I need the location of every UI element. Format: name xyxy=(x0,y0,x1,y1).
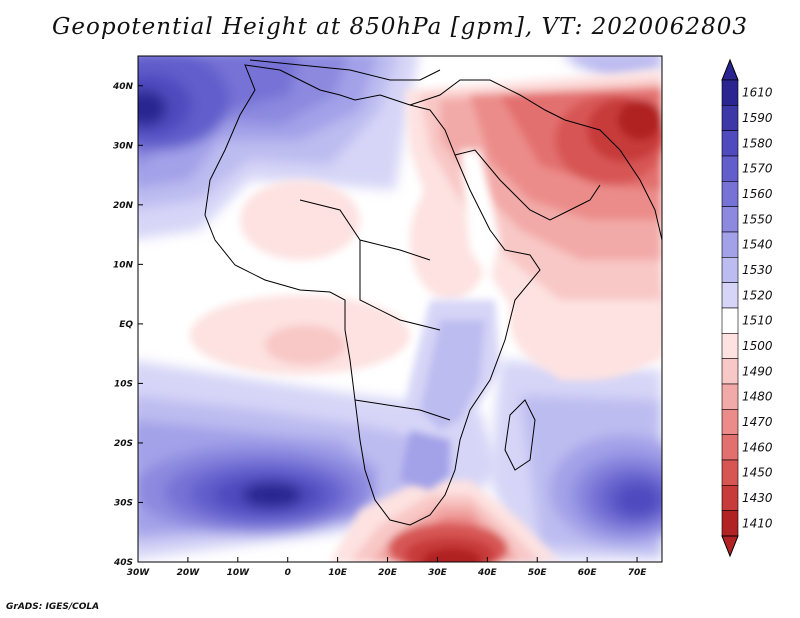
colorbar-label: 1510 xyxy=(742,314,773,328)
colorbar: 1610 1590 1580 1570 1560 1550 1540 1530 1520 1510… xyxy=(721,58,773,558)
y-tick-label: 20N xyxy=(113,201,134,211)
colorbar-label: 1560 xyxy=(742,187,773,201)
low-south-africa-cape xyxy=(330,480,560,562)
colorbar-label: 1590 xyxy=(742,111,773,125)
x-tick-label: 70E xyxy=(628,568,648,578)
colorbar-swatch xyxy=(721,79,739,106)
colorbar-swatch xyxy=(721,434,739,461)
colorbar-swatch xyxy=(721,358,739,385)
x-tick-label: 10E xyxy=(328,568,348,578)
x-tick-label: 20E xyxy=(378,568,398,578)
colorbar-label: 1410 xyxy=(742,516,773,530)
x-tick-label: 30W xyxy=(127,568,151,578)
colorbar-swatch xyxy=(721,459,739,486)
colorbar-label: 1460 xyxy=(742,440,773,454)
colorbar-label: 1480 xyxy=(742,390,773,404)
height-field xyxy=(138,56,662,562)
colorbar-label: 1490 xyxy=(742,364,773,378)
y-tick-label: EQ xyxy=(119,320,133,330)
colorbar-label: 1520 xyxy=(742,288,773,302)
x-axis: 30W 20W 10W 0 10E 20E 30E 40E 50E 60E 70E xyxy=(127,557,647,578)
colorbar-label: 1610 xyxy=(742,86,773,100)
y-axis: 40N 30N 20N 10N EQ 10S 20S 30S 40S xyxy=(112,82,143,568)
colorbar-label: 1550 xyxy=(742,212,773,226)
x-tick-label: 30E xyxy=(428,568,448,578)
colorbar-label: 1500 xyxy=(742,339,773,353)
x-tick-label: 0 xyxy=(285,568,291,578)
colorbar-label: 1530 xyxy=(742,263,773,277)
colorbar-swatch xyxy=(721,181,739,207)
colorbar-swatch xyxy=(721,231,739,258)
y-tick-label: 40S xyxy=(113,558,133,568)
y-tick-label: 40N xyxy=(112,82,134,92)
map-title: Geopotential Height at 850hPa [gpm], VT:… xyxy=(52,14,748,40)
colorbar-label: 1430 xyxy=(742,491,773,505)
colorbar-swatch xyxy=(721,409,739,435)
colorbar-label: 1540 xyxy=(742,238,773,252)
x-tick-label: 50E xyxy=(528,568,548,578)
colorbar-swatch xyxy=(721,485,739,511)
colorbar-swatch xyxy=(721,282,739,309)
colorbar-label: 1570 xyxy=(742,162,773,176)
plot-frame xyxy=(137,55,663,563)
coastlines xyxy=(204,59,662,526)
colorbar-swatch xyxy=(721,257,739,283)
colorbar-top-arrow xyxy=(721,58,739,81)
colorbar-swatch xyxy=(721,206,739,233)
colorbar-label: 1580 xyxy=(742,136,773,150)
x-tick-label: 40E xyxy=(477,568,498,578)
colorbar-swatch xyxy=(721,307,739,334)
colorbar-label: 1470 xyxy=(742,415,773,429)
y-tick-label: 10S xyxy=(114,379,133,389)
colorbar-swatch xyxy=(721,155,739,182)
credit-label: GrADS: IGES/COLA xyxy=(6,602,100,612)
colorbar-swatch xyxy=(721,105,739,131)
y-tick-label: 30S xyxy=(114,498,133,508)
x-tick-label: 20W xyxy=(177,568,201,578)
x-tick-label: 60E xyxy=(578,568,598,578)
low-arabia xyxy=(405,70,662,380)
high-east-africa xyxy=(400,150,500,490)
high-south-indian xyxy=(490,360,662,560)
colorbar-swatch xyxy=(721,383,739,410)
x-tick-label: 10W xyxy=(227,568,251,578)
y-tick-label: 30N xyxy=(113,141,134,151)
colorbar-bottom-arrow xyxy=(721,535,739,558)
colorbar-swatch xyxy=(721,510,739,537)
colorbar-label: 1450 xyxy=(742,466,773,480)
colorbar-swatch xyxy=(721,130,739,157)
y-tick-label: 10N xyxy=(113,260,134,270)
colorbar-swatch xyxy=(721,333,739,359)
y-tick-label: 20S xyxy=(114,439,133,449)
